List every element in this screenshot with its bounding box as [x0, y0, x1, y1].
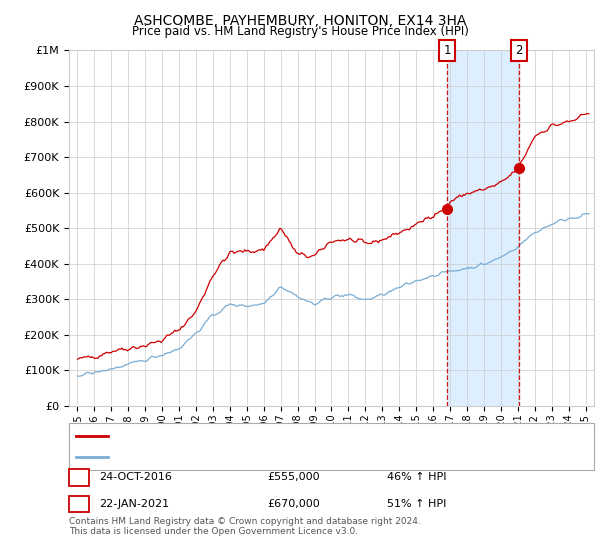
Text: 2: 2 [515, 44, 523, 57]
Text: HPI: Average price, detached house, East Devon: HPI: Average price, detached house, East… [114, 452, 355, 462]
Text: 22-JAN-2021: 22-JAN-2021 [100, 499, 170, 509]
Text: Price paid vs. HM Land Registry's House Price Index (HPI): Price paid vs. HM Land Registry's House … [131, 25, 469, 38]
Text: £670,000: £670,000 [267, 499, 320, 509]
Text: ASHCOMBE, PAYHEMBURY, HONITON, EX14 3HA (detached house): ASHCOMBE, PAYHEMBURY, HONITON, EX14 3HA … [114, 431, 443, 441]
Bar [447, 50, 519, 406]
Text: £555,000: £555,000 [267, 472, 320, 482]
Text: ASHCOMBE, PAYHEMBURY, HONITON, EX14 3HA: ASHCOMBE, PAYHEMBURY, HONITON, EX14 3HA [134, 14, 466, 28]
Text: 2: 2 [76, 499, 82, 509]
Text: 24-OCT-2016: 24-OCT-2016 [100, 472, 172, 482]
Text: 46% ↑ HPI: 46% ↑ HPI [387, 472, 446, 482]
Text: 1: 1 [443, 44, 451, 57]
Text: Contains HM Land Registry data © Crown copyright and database right 2024.: Contains HM Land Registry data © Crown c… [69, 517, 421, 526]
Text: 51% ↑ HPI: 51% ↑ HPI [387, 499, 446, 509]
Text: This data is licensed under the Open Government Licence v3.0.: This data is licensed under the Open Gov… [69, 528, 358, 536]
Text: 1: 1 [76, 472, 82, 482]
